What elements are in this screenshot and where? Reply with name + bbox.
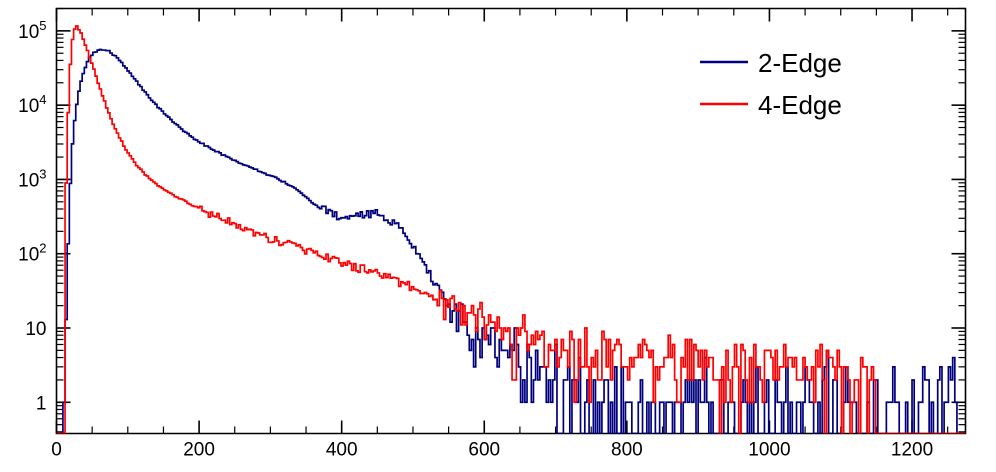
y-tick-label: 1 bbox=[36, 393, 47, 414]
legend-entry-4-edge[interactable]: 4-Edge bbox=[700, 90, 842, 120]
legend-entry-2-edge[interactable]: 2-Edge bbox=[700, 48, 842, 78]
legend[interactable]: 2-Edge 4-Edge bbox=[700, 48, 842, 120]
x-tick-label: 200 bbox=[183, 440, 215, 461]
x-axis-labels: 0 200 400 600 800 1000 1200 bbox=[51, 440, 933, 461]
data-series-group bbox=[56, 25, 966, 434]
y-tick-label: 10 bbox=[25, 319, 46, 340]
x-tick-label: 1200 bbox=[891, 440, 933, 461]
x-tick-label: 800 bbox=[611, 440, 643, 461]
series-line-2-edge bbox=[56, 48, 966, 434]
x-tick-label: 600 bbox=[468, 440, 500, 461]
x-tick-label: 0 bbox=[51, 440, 62, 461]
x-tick-label: 400 bbox=[326, 440, 358, 461]
legend-label: 2-Edge bbox=[758, 48, 842, 78]
legend-label: 4-Edge bbox=[758, 90, 842, 120]
x-tick-label: 1000 bbox=[748, 440, 790, 461]
svg-text:1: 1 bbox=[36, 393, 47, 414]
svg-text:10: 10 bbox=[25, 319, 46, 340]
y-axis-ticks bbox=[56, 7, 966, 433]
series-line-4-edge bbox=[56, 25, 966, 434]
